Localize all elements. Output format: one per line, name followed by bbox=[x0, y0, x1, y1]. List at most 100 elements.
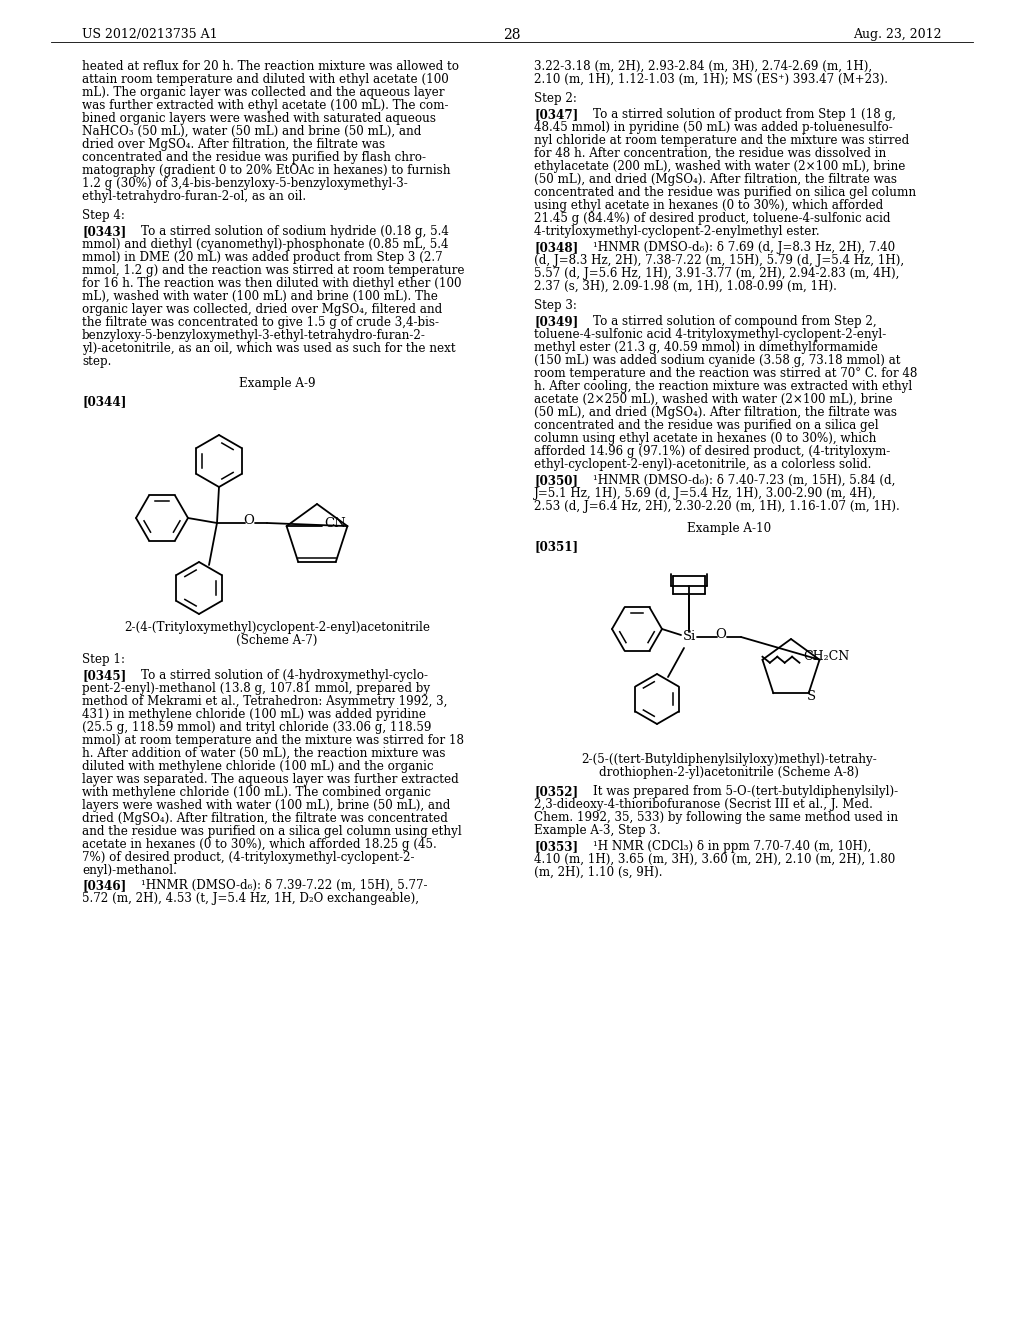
Text: [0345]: [0345] bbox=[82, 669, 126, 682]
Text: diluted with methylene chloride (100 mL) and the organic: diluted with methylene chloride (100 mL)… bbox=[82, 760, 433, 774]
Text: [0350]: [0350] bbox=[534, 474, 578, 487]
Text: mmol) and diethyl (cyanomethyl)-phosphonate (0.85 mL, 5.4: mmol) and diethyl (cyanomethyl)-phosphon… bbox=[82, 238, 449, 251]
Text: methyl ester (21.3 g, 40.59 mmol) in dimethylformamide: methyl ester (21.3 g, 40.59 mmol) in dim… bbox=[534, 341, 878, 354]
Text: layer was separated. The aqueous layer was further extracted: layer was separated. The aqueous layer w… bbox=[82, 774, 459, 785]
Text: Si: Si bbox=[682, 631, 695, 644]
Text: mL). The organic layer was collected and the aqueous layer: mL). The organic layer was collected and… bbox=[82, 86, 444, 99]
Text: layers were washed with water (100 mL), brine (50 mL), and: layers were washed with water (100 mL), … bbox=[82, 799, 451, 812]
Text: column using ethyl acetate in hexanes (0 to 30%), which: column using ethyl acetate in hexanes (0… bbox=[534, 432, 877, 445]
Text: 3.22-3.18 (m, 2H), 2.93-2.84 (m, 3H), 2.74-2.69 (m, 1H),: 3.22-3.18 (m, 2H), 2.93-2.84 (m, 3H), 2.… bbox=[534, 59, 872, 73]
Text: (d, J=8.3 Hz, 2H), 7.38-7.22 (m, 15H), 5.79 (d, J=5.4 Hz, 1H),: (d, J=8.3 Hz, 2H), 7.38-7.22 (m, 15H), 5… bbox=[534, 253, 904, 267]
Text: benzyloxy-5-benzyloxymethyl-3-ethyl-tetrahydro-furan-2-: benzyloxy-5-benzyloxymethyl-3-ethyl-tetr… bbox=[82, 329, 426, 342]
Text: h. After addition of water (50 mL), the reaction mixture was: h. After addition of water (50 mL), the … bbox=[82, 747, 445, 760]
Text: ethyl-cyclopent-2-enyl)-acetonitrile, as a colorless solid.: ethyl-cyclopent-2-enyl)-acetonitrile, as… bbox=[534, 458, 871, 471]
Text: (50 mL), and dried (MgSO₄). After filtration, the filtrate was: (50 mL), and dried (MgSO₄). After filtra… bbox=[534, 407, 897, 418]
Text: 1.2 g (30%) of 3,4-bis-benzyloxy-5-benzyloxymethyl-3-: 1.2 g (30%) of 3,4-bis-benzyloxy-5-benzy… bbox=[82, 177, 408, 190]
Text: To a stirred solution of (4-hydroxymethyl-cyclo-: To a stirred solution of (4-hydroxymethy… bbox=[126, 669, 428, 682]
Text: 5.72 (m, 2H), 4.53 (t, J=5.4 Hz, 1H, D₂O exchangeable),: 5.72 (m, 2H), 4.53 (t, J=5.4 Hz, 1H, D₂O… bbox=[82, 892, 419, 906]
Text: ethylacetate (200 mL), washed with water (2×100 mL), brine: ethylacetate (200 mL), washed with water… bbox=[534, 160, 905, 173]
Text: [0347]: [0347] bbox=[534, 108, 579, 121]
Text: [0348]: [0348] bbox=[534, 242, 579, 253]
Text: ¹H NMR (CDCl₃) δ in ppm 7.70-7.40 (m, 10H),: ¹H NMR (CDCl₃) δ in ppm 7.70-7.40 (m, 10… bbox=[578, 840, 871, 853]
Text: 4.10 (m, 1H), 3.65 (m, 3H), 3.60 (m, 2H), 2.10 (m, 2H), 1.80: 4.10 (m, 1H), 3.65 (m, 3H), 3.60 (m, 2H)… bbox=[534, 853, 895, 866]
Text: [0353]: [0353] bbox=[534, 840, 579, 853]
Text: mmol) at room temperature and the mixture was stirred for 18: mmol) at room temperature and the mixtur… bbox=[82, 734, 464, 747]
Text: enyl)-methanol.: enyl)-methanol. bbox=[82, 865, 177, 876]
Text: concentrated and the residue was purified on silica gel column: concentrated and the residue was purifie… bbox=[534, 186, 916, 199]
Text: [0351]: [0351] bbox=[534, 540, 579, 553]
Text: Aug. 23, 2012: Aug. 23, 2012 bbox=[853, 28, 942, 41]
Text: matography (gradient 0 to 20% EtOAc in hexanes) to furnish: matography (gradient 0 to 20% EtOAc in h… bbox=[82, 164, 451, 177]
Text: 21.45 g (84.4%) of desired product, toluene-4-sulfonic acid: 21.45 g (84.4%) of desired product, tolu… bbox=[534, 213, 891, 224]
Text: h. After cooling, the reaction mixture was extracted with ethyl: h. After cooling, the reaction mixture w… bbox=[534, 380, 912, 393]
Text: nyl chloride at room temperature and the mixture was stirred: nyl chloride at room temperature and the… bbox=[534, 135, 909, 147]
Text: Example A-3, Step 3.: Example A-3, Step 3. bbox=[534, 824, 660, 837]
Text: [0349]: [0349] bbox=[534, 315, 579, 327]
Text: (m, 2H), 1.10 (s, 9H).: (m, 2H), 1.10 (s, 9H). bbox=[534, 866, 663, 879]
Text: (Scheme A-7): (Scheme A-7) bbox=[237, 634, 317, 647]
Text: for 48 h. After concentration, the residue was dissolved in: for 48 h. After concentration, the resid… bbox=[534, 147, 886, 160]
Text: the filtrate was concentrated to give 1.5 g of crude 3,4-bis-: the filtrate was concentrated to give 1.… bbox=[82, 315, 439, 329]
Text: 431) in methylene chloride (100 mL) was added pyridine: 431) in methylene chloride (100 mL) was … bbox=[82, 708, 426, 721]
Text: 2-(4-(Trityloxymethyl)cyclopent-2-enyl)acetonitrile: 2-(4-(Trityloxymethyl)cyclopent-2-enyl)a… bbox=[124, 620, 430, 634]
Text: 2,3-dideoxy-4-thioribofuranose (Secrist III et al., J. Med.: 2,3-dideoxy-4-thioribofuranose (Secrist … bbox=[534, 799, 872, 810]
Text: ethyl-tetrahydro-furan-2-ol, as an oil.: ethyl-tetrahydro-furan-2-ol, as an oil. bbox=[82, 190, 306, 203]
Text: To a stirred solution of compound from Step 2,: To a stirred solution of compound from S… bbox=[578, 315, 877, 327]
Text: 2.10 (m, 1H), 1.12-1.03 (m, 1H); MS (ES⁺) 393.47 (M+23).: 2.10 (m, 1H), 1.12-1.03 (m, 1H); MS (ES⁺… bbox=[534, 73, 888, 86]
Text: mmol) in DME (20 mL) was added product from Step 3 (2.7: mmol) in DME (20 mL) was added product f… bbox=[82, 251, 442, 264]
Text: concentrated and the residue was purified by flash chro-: concentrated and the residue was purifie… bbox=[82, 150, 426, 164]
Text: method of Mekrami et al., Tetrahedron: Asymmetry 1992, 3,: method of Mekrami et al., Tetrahedron: A… bbox=[82, 696, 447, 708]
Text: [0352]: [0352] bbox=[534, 785, 579, 799]
Text: concentrated and the residue was purified on a silica gel: concentrated and the residue was purifie… bbox=[534, 418, 879, 432]
Text: O: O bbox=[244, 513, 254, 527]
Text: bined organic layers were washed with saturated aqueous: bined organic layers were washed with sa… bbox=[82, 112, 436, 125]
Text: [0346]: [0346] bbox=[82, 879, 126, 892]
Text: (25.5 g, 118.59 mmol) and trityl chloride (33.06 g, 118.59: (25.5 g, 118.59 mmol) and trityl chlorid… bbox=[82, 721, 431, 734]
Text: was further extracted with ethyl acetate (100 mL). The com-: was further extracted with ethyl acetate… bbox=[82, 99, 449, 112]
Text: Chem. 1992, 35, 533) by following the same method used in: Chem. 1992, 35, 533) by following the sa… bbox=[534, 810, 898, 824]
Text: 2.53 (d, J=6.4 Hz, 2H), 2.30-2.20 (m, 1H), 1.16-1.07 (m, 1H).: 2.53 (d, J=6.4 Hz, 2H), 2.30-2.20 (m, 1H… bbox=[534, 500, 900, 513]
Text: toluene-4-sulfonic acid 4-trityloxymethyl-cyclopent-2-enyl-: toluene-4-sulfonic acid 4-trityloxymethy… bbox=[534, 327, 886, 341]
Text: To a stirred solution of sodium hydride (0.18 g, 5.4: To a stirred solution of sodium hydride … bbox=[126, 224, 449, 238]
Text: attain room temperature and diluted with ethyl acetate (100: attain room temperature and diluted with… bbox=[82, 73, 449, 86]
Text: US 2012/0213735 A1: US 2012/0213735 A1 bbox=[82, 28, 218, 41]
Text: mmol, 1.2 g) and the reaction was stirred at room temperature: mmol, 1.2 g) and the reaction was stirre… bbox=[82, 264, 465, 277]
Text: O: O bbox=[716, 627, 726, 640]
Text: CN: CN bbox=[325, 516, 346, 529]
Text: ¹HNMR (DMSO-d₆): δ 7.40-7.23 (m, 15H), 5.84 (d,: ¹HNMR (DMSO-d₆): δ 7.40-7.23 (m, 15H), 5… bbox=[578, 474, 895, 487]
Text: dried (MgSO₄). After filtration, the filtrate was concentrated: dried (MgSO₄). After filtration, the fil… bbox=[82, 812, 447, 825]
Text: heated at reflux for 20 h. The reaction mixture was allowed to: heated at reflux for 20 h. The reaction … bbox=[82, 59, 459, 73]
Text: Step 4:: Step 4: bbox=[82, 209, 125, 222]
Text: 7%) of desired product, (4-trityloxymethyl-cyclopent-2-: 7%) of desired product, (4-trityloxymeth… bbox=[82, 851, 415, 865]
Text: ¹HNMR (DMSO-d₆): δ 7.39-7.22 (m, 15H), 5.77-: ¹HNMR (DMSO-d₆): δ 7.39-7.22 (m, 15H), 5… bbox=[126, 879, 427, 892]
Text: Step 2:: Step 2: bbox=[534, 92, 577, 106]
Text: organic layer was collected, dried over MgSO₄, filtered and: organic layer was collected, dried over … bbox=[82, 304, 442, 315]
Text: room temperature and the reaction was stirred at 70° C. for 48: room temperature and the reaction was st… bbox=[534, 367, 918, 380]
Text: and the residue was purified on a silica gel column using ethyl: and the residue was purified on a silica… bbox=[82, 825, 462, 838]
Text: 2.37 (s, 3H), 2.09-1.98 (m, 1H), 1.08-0.99 (m, 1H).: 2.37 (s, 3H), 2.09-1.98 (m, 1H), 1.08-0.… bbox=[534, 280, 837, 293]
Text: mL), washed with water (100 mL) and brine (100 mL). The: mL), washed with water (100 mL) and brin… bbox=[82, 290, 438, 304]
Text: for 16 h. The reaction was then diluted with diethyl ether (100: for 16 h. The reaction was then diluted … bbox=[82, 277, 462, 290]
Text: 5.57 (d, J=5.6 Hz, 1H), 3.91-3.77 (m, 2H), 2.94-2.83 (m, 4H),: 5.57 (d, J=5.6 Hz, 1H), 3.91-3.77 (m, 2H… bbox=[534, 267, 899, 280]
Text: 48.45 mmol) in pyridine (50 mL) was added p-toluenesulfo-: 48.45 mmol) in pyridine (50 mL) was adde… bbox=[534, 121, 893, 135]
Text: pent-2-enyl)-methanol (13.8 g, 107.81 mmol, prepared by: pent-2-enyl)-methanol (13.8 g, 107.81 mm… bbox=[82, 682, 430, 696]
Text: yl)-acetonitrile, as an oil, which was used as such for the next: yl)-acetonitrile, as an oil, which was u… bbox=[82, 342, 456, 355]
Text: Step 1:: Step 1: bbox=[82, 653, 125, 667]
Text: acetate in hexanes (0 to 30%), which afforded 18.25 g (45.: acetate in hexanes (0 to 30%), which aff… bbox=[82, 838, 437, 851]
Text: It was prepared from 5-O-(tert-butyldiphenylsilyl)-: It was prepared from 5-O-(tert-butyldiph… bbox=[578, 785, 898, 799]
Text: J=5.1 Hz, 1H), 5.69 (d, J=5.4 Hz, 1H), 3.00-2.90 (m, 4H),: J=5.1 Hz, 1H), 5.69 (d, J=5.4 Hz, 1H), 3… bbox=[534, 487, 877, 500]
Text: (150 mL) was added sodium cyanide (3.58 g, 73.18 mmol) at: (150 mL) was added sodium cyanide (3.58 … bbox=[534, 354, 900, 367]
Text: step.: step. bbox=[82, 355, 112, 368]
Text: 4-trityloxymethyl-cyclopent-2-enylmethyl ester.: 4-trityloxymethyl-cyclopent-2-enylmethyl… bbox=[534, 224, 819, 238]
Text: dried over MgSO₄. After filtration, the filtrate was: dried over MgSO₄. After filtration, the … bbox=[82, 139, 385, 150]
Text: with methylene chloride (100 mL). The combined organic: with methylene chloride (100 mL). The co… bbox=[82, 785, 431, 799]
Text: NaHCO₃ (50 mL), water (50 mL) and brine (50 mL), and: NaHCO₃ (50 mL), water (50 mL) and brine … bbox=[82, 125, 421, 139]
Text: Example A-10: Example A-10 bbox=[687, 521, 771, 535]
Text: Example A-9: Example A-9 bbox=[239, 378, 315, 389]
Text: 28: 28 bbox=[503, 28, 521, 42]
Text: acetate (2×250 mL), washed with water (2×100 mL), brine: acetate (2×250 mL), washed with water (2… bbox=[534, 393, 893, 407]
Text: using ethyl acetate in hexanes (0 to 30%), which afforded: using ethyl acetate in hexanes (0 to 30%… bbox=[534, 199, 884, 213]
Text: S: S bbox=[807, 690, 816, 702]
Text: To a stirred solution of product from Step 1 (18 g,: To a stirred solution of product from St… bbox=[578, 108, 896, 121]
Text: drothiophen-2-yl)acetonitrile (Scheme A-8): drothiophen-2-yl)acetonitrile (Scheme A-… bbox=[599, 766, 859, 779]
